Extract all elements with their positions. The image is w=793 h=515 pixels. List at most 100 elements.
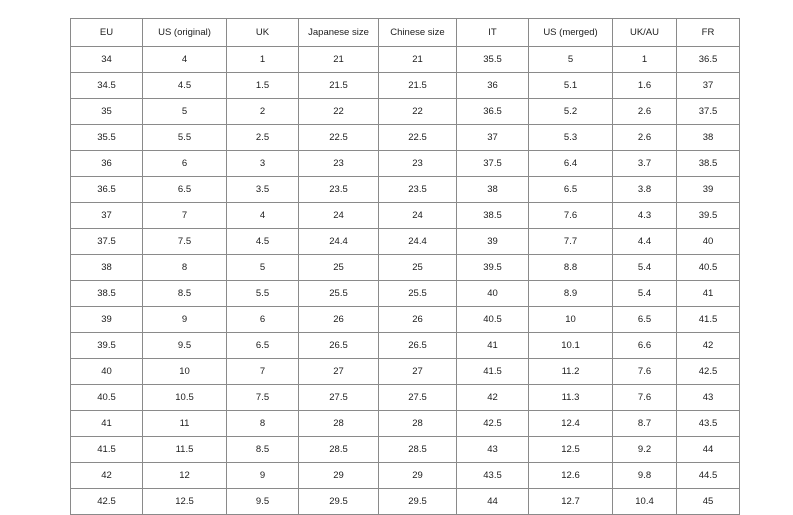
table-row: 37.5 7.5 4.5 24.4 24.4 39 7.7 4.4 40 xyxy=(70,228,740,255)
table-cell: 34 xyxy=(70,46,143,73)
table-cell: 28.5 xyxy=(298,436,379,463)
table-cell: 11.3 xyxy=(528,384,613,411)
table-cell: 24 xyxy=(298,202,379,229)
table-cell: 12.5 xyxy=(528,436,613,463)
table-cell: 43 xyxy=(456,436,529,463)
table-cell: 2.6 xyxy=(612,98,677,125)
table-cell: 6.5 xyxy=(226,332,299,359)
table-cell: 5.5 xyxy=(226,280,299,307)
column-header-japanese-size: Japanese size xyxy=(298,18,379,47)
table-cell: 40.5 xyxy=(676,254,740,281)
table-cell: 42.5 xyxy=(456,410,529,437)
table-cell: 23 xyxy=(298,150,379,177)
table-cell: 25.5 xyxy=(298,280,379,307)
table-cell: 41.5 xyxy=(70,436,143,463)
table-cell: 21.5 xyxy=(378,72,457,99)
table-cell: 1.5 xyxy=(226,72,299,99)
table-cell: 36 xyxy=(456,72,529,99)
table-row: 41 11 8 28 28 42.5 12.4 8.7 43.5 xyxy=(70,410,740,437)
table-cell: 36.5 xyxy=(456,98,529,125)
table-cell: 24.4 xyxy=(378,228,457,255)
table-cell: 43.5 xyxy=(456,462,529,489)
table-cell: 7.5 xyxy=(142,228,227,255)
table-cell: 29 xyxy=(298,462,379,489)
table-cell: 8.7 xyxy=(612,410,677,437)
table-cell: 3 xyxy=(226,150,299,177)
table-cell: 44 xyxy=(676,436,740,463)
table-cell: 36.5 xyxy=(70,176,143,203)
column-header-uk-au: UK/AU xyxy=(612,18,677,47)
column-header-us-merged: US (merged) xyxy=(528,18,613,47)
table-cell: 41 xyxy=(456,332,529,359)
table-cell: 39.5 xyxy=(456,254,529,281)
table-row: 40.5 10.5 7.5 27.5 27.5 42 11.3 7.6 43 xyxy=(70,384,740,411)
table-row: 36 6 3 23 23 37.5 6.4 3.7 38.5 xyxy=(70,150,740,177)
column-header-it: IT xyxy=(456,18,529,47)
table-cell: 9 xyxy=(142,306,227,333)
table-cell: 8.5 xyxy=(226,436,299,463)
table-cell: 39.5 xyxy=(70,332,143,359)
table-cell: 8.5 xyxy=(142,280,227,307)
table-cell: 23.5 xyxy=(298,176,379,203)
table-cell: 28 xyxy=(378,410,457,437)
table-cell: 9.8 xyxy=(612,462,677,489)
table-cell: 5.2 xyxy=(528,98,613,125)
table-cell: 7 xyxy=(226,358,299,385)
table-cell: 1 xyxy=(226,46,299,73)
table-cell: 41 xyxy=(70,410,143,437)
table-cell: 10.4 xyxy=(612,488,677,515)
table-cell: 12.7 xyxy=(528,488,613,515)
table-cell: 39.5 xyxy=(676,202,740,229)
table-cell: 9.5 xyxy=(142,332,227,359)
table-cell: 5 xyxy=(142,98,227,125)
table-cell: 10 xyxy=(528,306,613,333)
table-cell: 40 xyxy=(70,358,143,385)
table-cell: 39 xyxy=(676,176,740,203)
table-cell: 23.5 xyxy=(378,176,457,203)
table-cell: 27.5 xyxy=(378,384,457,411)
table-cell: 2.5 xyxy=(226,124,299,151)
table-cell: 7.6 xyxy=(528,202,613,229)
table-cell: 41 xyxy=(676,280,740,307)
table-cell: 22.5 xyxy=(378,124,457,151)
table-cell: 35.5 xyxy=(70,124,143,151)
table-row: 42.5 12.5 9.5 29.5 29.5 44 12.7 10.4 45 xyxy=(70,488,740,515)
table-cell: 7.7 xyxy=(528,228,613,255)
table-cell: 4.5 xyxy=(142,72,227,99)
table-cell: 27.5 xyxy=(298,384,379,411)
table-cell: 22 xyxy=(378,98,457,125)
table-cell: 5.5 xyxy=(142,124,227,151)
table-cell: 7.6 xyxy=(612,384,677,411)
table-cell: 40 xyxy=(676,228,740,255)
table-row: 34 4 1 21 21 35.5 5 1 36.5 xyxy=(70,46,740,73)
table-cell: 9.2 xyxy=(612,436,677,463)
table-cell: 40 xyxy=(456,280,529,307)
table-header-row: EU US (original) UK Japanese size Chinese si… xyxy=(70,18,740,47)
table-cell: 37 xyxy=(676,72,740,99)
table-row: 42 12 9 29 29 43.5 12.6 9.8 44.5 xyxy=(70,462,740,489)
table-cell: 2.6 xyxy=(612,124,677,151)
table-cell: 42.5 xyxy=(676,358,740,385)
table-cell: 39 xyxy=(456,228,529,255)
table-cell: 5 xyxy=(226,254,299,281)
table-cell: 29.5 xyxy=(378,488,457,515)
shoe-size-conversion-table: EU US (original) UK Japanese size Chinese si… xyxy=(70,18,740,515)
table-cell: 12.6 xyxy=(528,462,613,489)
table-cell: 29.5 xyxy=(298,488,379,515)
table-cell: 3.5 xyxy=(226,176,299,203)
table-cell: 4.4 xyxy=(612,228,677,255)
table-cell: 35.5 xyxy=(456,46,529,73)
table-cell: 27 xyxy=(298,358,379,385)
table-cell: 5.4 xyxy=(612,280,677,307)
table-cell: 36 xyxy=(70,150,143,177)
table-row: 37 7 4 24 24 38.5 7.6 4.3 39.5 xyxy=(70,202,740,229)
table-cell: 22 xyxy=(298,98,379,125)
table-cell: 38.5 xyxy=(70,280,143,307)
table-cell: 44 xyxy=(456,488,529,515)
table-cell: 29 xyxy=(378,462,457,489)
table-cell: 11.2 xyxy=(528,358,613,385)
table-cell: 38.5 xyxy=(676,150,740,177)
table-row: 38 8 5 25 25 39.5 8.8 5.4 40.5 xyxy=(70,254,740,281)
table-cell: 39 xyxy=(70,306,143,333)
table-cell: 42 xyxy=(676,332,740,359)
